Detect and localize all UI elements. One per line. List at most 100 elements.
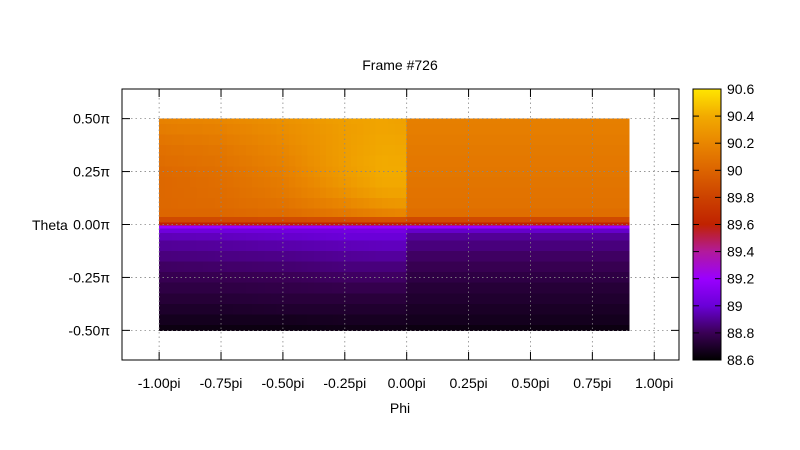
heatmap-cell (363, 166, 371, 178)
heatmap-cell (258, 217, 265, 223)
heatmap-cell (171, 325, 179, 331)
heatmap-cell (282, 166, 290, 178)
heatmap-cell (171, 232, 179, 241)
heatmap-cell (289, 187, 296, 199)
heatmap-cell (171, 293, 179, 305)
heatmap-cell (406, 118, 630, 125)
heatmap-cell (289, 134, 296, 146)
heatmap-cell (332, 118, 340, 125)
heatmap-cell (251, 198, 259, 210)
heatmap-cell (214, 222, 222, 227)
heatmap-cell (282, 118, 290, 125)
heatmap-cell (251, 228, 259, 234)
heatmap-cell (363, 293, 371, 305)
heatmap-cell (289, 250, 296, 263)
heatmap-cell (258, 225, 265, 230)
heatmap-cell (171, 314, 179, 326)
x-tick-label: 0.75pi (573, 375, 611, 391)
heatmap-cell (196, 208, 204, 218)
heatmap-cell (320, 293, 327, 305)
heatmap-cell (159, 228, 166, 234)
heatmap-cell (202, 261, 210, 273)
heatmap-cell (251, 118, 259, 125)
heatmap-cell (320, 208, 327, 218)
colorbar-tick-label: 90.2 (727, 135, 754, 151)
heatmap-cell (400, 282, 408, 294)
heatmap-cell (369, 272, 377, 284)
heatmap-cell (394, 198, 402, 210)
heatmap-cell (233, 123, 241, 136)
heatmap-cell (320, 155, 327, 167)
heatmap-cell (394, 123, 402, 136)
heatmap-cell (289, 155, 296, 167)
heatmap-cell (344, 225, 352, 230)
heatmap-cell (295, 232, 303, 241)
heatmap-cell (270, 176, 278, 189)
heatmap-cell (357, 325, 364, 331)
heatmap-cell (245, 325, 253, 331)
heatmap-cell (301, 225, 309, 230)
heatmap-cell (363, 250, 371, 263)
heatmap-cell (350, 155, 358, 167)
heatmap-cell (357, 225, 364, 230)
heatmap-cell (350, 123, 358, 136)
heatmap-cell (344, 293, 352, 305)
heatmap-cell (227, 240, 234, 252)
heatmap-cell (394, 187, 402, 199)
heatmap-cell (369, 314, 377, 326)
heatmap-cell (214, 198, 222, 210)
heatmap-cell (307, 261, 315, 273)
heatmap-cell (301, 123, 309, 136)
heatmap-cell (350, 314, 358, 326)
heatmap-cell (239, 293, 247, 305)
heatmap-cell (214, 228, 222, 234)
heatmap-cell (289, 217, 296, 223)
heatmap-cell (264, 228, 272, 234)
heatmap-cell (313, 118, 321, 125)
heatmap-cell (289, 225, 296, 230)
heatmap-cell (214, 261, 222, 273)
heatmap-cell (375, 123, 383, 136)
heatmap-cell (338, 325, 346, 331)
heatmap-cell (171, 118, 179, 125)
heatmap-cell (208, 240, 216, 252)
heatmap-cell (171, 222, 179, 227)
heatmap-cell (320, 145, 327, 157)
heatmap-cell (258, 293, 265, 305)
heatmap-cell (258, 198, 265, 210)
heatmap-cell (233, 250, 241, 263)
heatmap-cell (214, 217, 222, 223)
heatmap-cell (276, 208, 284, 218)
heatmap-cell (320, 250, 327, 263)
heatmap-cell (214, 232, 222, 241)
heatmap-cell (270, 282, 278, 294)
heatmap-cell (313, 325, 321, 331)
heatmap-cell (400, 314, 408, 326)
heatmap-cell (227, 282, 234, 294)
heatmap-cell (332, 261, 340, 273)
heatmap-cell (375, 314, 383, 326)
heatmap-cell (313, 198, 321, 210)
heatmap-cell (357, 134, 364, 146)
heatmap-cell (264, 232, 272, 241)
heatmap-cell (282, 325, 290, 331)
heatmap-cell (196, 217, 204, 223)
heatmap-cell (183, 261, 191, 273)
heatmap-cell (202, 208, 210, 218)
heatmap-cell (289, 303, 296, 316)
grid-lines (122, 89, 679, 360)
heatmap-cell (363, 222, 371, 227)
heatmap-cell (202, 282, 210, 294)
heatmap-cell (338, 314, 346, 326)
heatmap-cell (295, 155, 303, 167)
heatmap-cell (208, 282, 216, 294)
heatmap-cell (381, 261, 389, 273)
heatmap-cell (332, 123, 340, 136)
heatmap-cell (258, 134, 265, 146)
heatmap-cell (295, 176, 303, 189)
heatmap-cell (381, 198, 389, 210)
heatmap-cell (258, 145, 265, 157)
heatmap-cell (227, 228, 234, 234)
heatmap-cell (177, 293, 185, 305)
heatmap-cell (406, 134, 630, 146)
